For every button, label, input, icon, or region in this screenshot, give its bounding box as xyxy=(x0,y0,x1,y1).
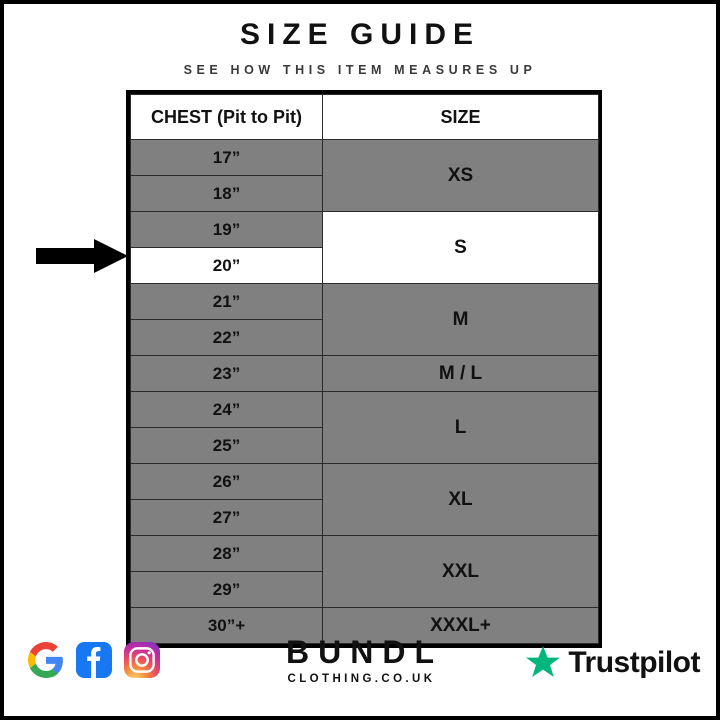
right-arrow-icon xyxy=(36,239,128,273)
size-cell: M / L xyxy=(322,355,599,392)
table-row: 25” xyxy=(130,427,599,464)
measurement-cell: 22” xyxy=(130,319,323,356)
measurement-cell: 21” xyxy=(130,283,323,320)
table-row: 29” xyxy=(130,571,599,608)
size-cell: M xyxy=(322,283,599,356)
measurement-cell: 26” xyxy=(130,463,323,500)
table-row: 20” xyxy=(130,247,599,284)
measurement-cell: 24” xyxy=(130,391,323,428)
trustpilot-star-icon xyxy=(526,646,561,677)
table-row: 18” xyxy=(130,175,599,212)
measurement-cell: 28” xyxy=(130,535,323,572)
measurement-cell: 27” xyxy=(130,499,323,536)
footer: BUNDL CLOTHING.CO.UK Trustpilot xyxy=(4,630,716,708)
table-row: 21” M xyxy=(130,283,599,356)
table-row: 28” XXL xyxy=(130,535,599,608)
table-row: 23” M / L xyxy=(130,355,599,392)
facebook-icon[interactable] xyxy=(76,642,112,678)
brand-name: BUNDL xyxy=(286,634,443,670)
table-row: 27” xyxy=(130,499,599,536)
table-row: 24” L xyxy=(130,391,599,464)
table-row: 19” S xyxy=(130,211,599,284)
measurement-cell: 23” xyxy=(130,355,323,392)
page-title: SIZE GUIDE xyxy=(239,18,481,51)
column-header-size: SIZE xyxy=(322,94,599,140)
measurement-cell: 18” xyxy=(130,175,323,212)
table-row: 26” XL xyxy=(130,463,599,536)
brand-domain: CLOTHING.CO.UK xyxy=(287,673,436,685)
social-links xyxy=(28,642,160,678)
size-cell: XXL xyxy=(322,535,599,608)
table-row: 30”+ XXXL+ xyxy=(130,607,599,644)
size-table: CHEST (Pit to Pit) SIZE 17” XS 18” 19” S 20” 2… xyxy=(130,94,599,644)
trustpilot-logo[interactable]: Trustpilot xyxy=(524,644,700,682)
page-subtitle: SEE HOW THIS ITEM MEASURES UP xyxy=(183,63,537,77)
size-cell: XS xyxy=(322,139,599,212)
header: SIZE GUIDE SEE HOW THIS ITEM MEASURES UP xyxy=(4,4,716,77)
measurement-cell: 29” xyxy=(130,571,323,608)
table-row: 17” XS xyxy=(130,139,599,212)
size-table-container: CHEST (Pit to Pit) SIZE 17” XS 18” 19” S 20” 2… xyxy=(126,90,602,648)
google-icon[interactable] xyxy=(28,642,64,678)
size-cell: XL xyxy=(322,463,599,536)
measurement-cell: 30”+ xyxy=(130,607,323,644)
table-header-row: CHEST (Pit to Pit) SIZE xyxy=(130,94,599,140)
measurement-cell: 19” xyxy=(130,211,323,248)
trustpilot-wordmark: Trustpilot xyxy=(568,646,700,679)
measurement-cell: 20” xyxy=(130,247,323,284)
column-header-chest: CHEST (Pit to Pit) xyxy=(130,94,323,140)
measurement-cell: 17” xyxy=(130,139,323,176)
size-cell: XXXL+ xyxy=(322,607,599,644)
size-cell: L xyxy=(322,391,599,464)
size-cell: S xyxy=(322,211,599,284)
instagram-icon[interactable] xyxy=(124,642,160,678)
brand-logo: BUNDL CLOTHING.CO.UK xyxy=(4,636,716,685)
measurement-cell: 25” xyxy=(130,427,323,464)
